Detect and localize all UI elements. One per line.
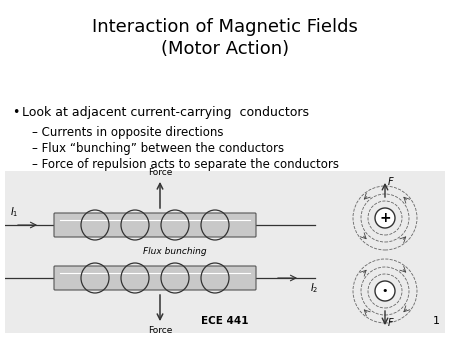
FancyBboxPatch shape: [54, 213, 256, 237]
Text: – Currents in opposite directions: – Currents in opposite directions: [32, 126, 224, 139]
Text: Interaction of Magnetic Fields
(Motor Action): Interaction of Magnetic Fields (Motor Ac…: [92, 18, 358, 58]
Text: $I_1$: $I_1$: [10, 205, 18, 219]
Text: Force: Force: [148, 326, 172, 335]
Text: +: +: [379, 211, 391, 225]
Circle shape: [375, 281, 395, 301]
Bar: [5, 171, 445, 333]
Text: Flux bunching: Flux bunching: [143, 247, 207, 256]
Circle shape: [375, 208, 395, 228]
Text: Force: Force: [148, 168, 172, 177]
Text: Look at adjacent current-carrying  conductors: Look at adjacent current-carrying conduc…: [22, 106, 309, 119]
Text: – Flux “bunching” between the conductors: – Flux “bunching” between the conductors: [32, 142, 284, 155]
Text: F: F: [388, 177, 394, 187]
Text: – Force of repulsion acts to separate the conductors: – Force of repulsion acts to separate th…: [32, 158, 339, 171]
Text: F: F: [388, 318, 394, 328]
Text: 1: 1: [433, 316, 440, 326]
FancyBboxPatch shape: [54, 266, 256, 290]
Text: •: •: [382, 286, 388, 296]
Text: •: •: [12, 106, 19, 119]
Text: ECE 441: ECE 441: [201, 316, 249, 326]
Text: $I_2$: $I_2$: [310, 281, 319, 295]
